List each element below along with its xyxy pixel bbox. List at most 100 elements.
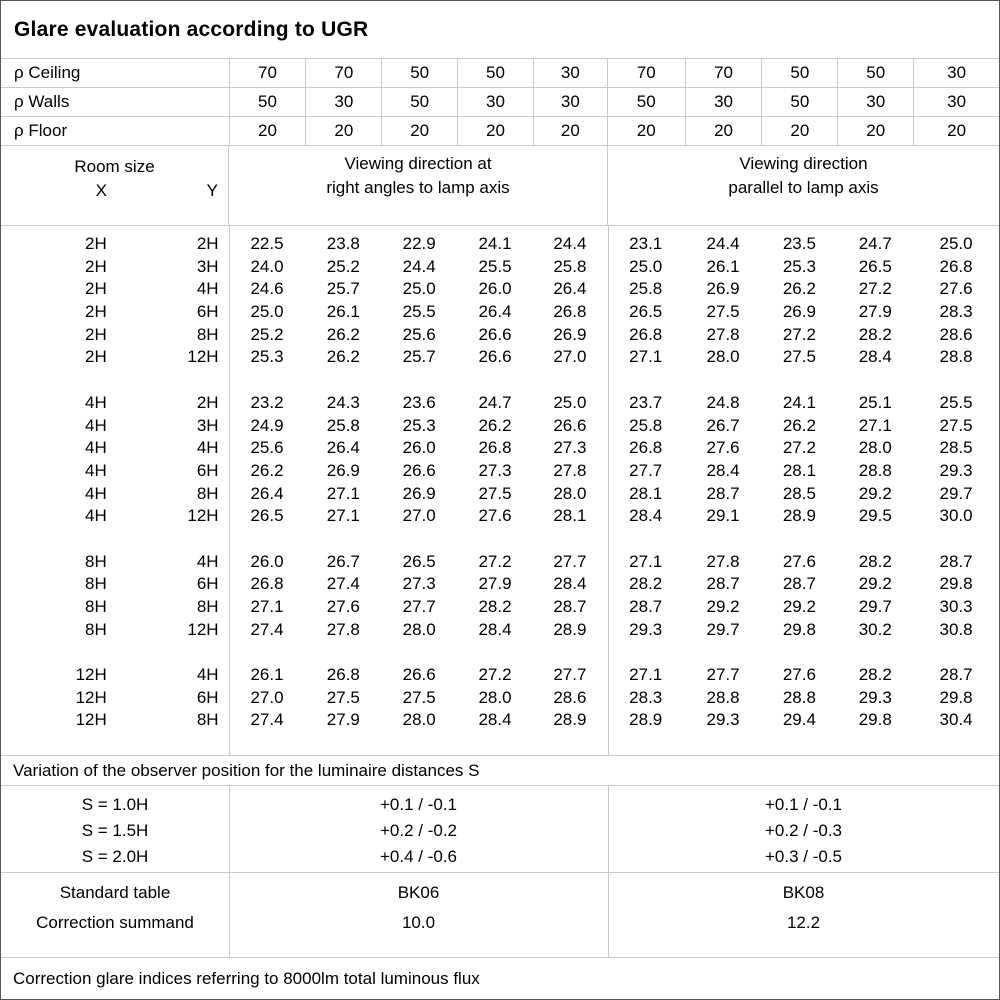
- ugr-value-cell: 26.0: [478, 279, 512, 299]
- reflectance-value: 20: [457, 117, 533, 145]
- ugr-value-cell: 27.8: [706, 551, 740, 571]
- column-divider: [608, 786, 609, 872]
- room-x-value: 8H: [85, 574, 107, 594]
- room-x-value: 4H: [85, 415, 107, 435]
- room-x-value: 8H: [85, 619, 107, 639]
- reflectance-value: 30: [684, 88, 762, 116]
- ugr-value-cell: 28.3: [939, 302, 973, 322]
- standard-table-block: Standard table BK06 BK08 Correction summand…: [1, 873, 999, 958]
- ugr-value-cell: 28.7: [629, 597, 663, 616]
- ugr-value-cell: 29.8: [858, 710, 892, 730]
- ugr-value-cell: 26.8: [629, 438, 663, 458]
- room-y-value: 4H: [196, 551, 219, 571]
- ugr-value-cell: 25.7: [402, 347, 436, 367]
- ugr-row: 4H 2H 23.2 24.3 23.6 24.7 25.0 23.7 24.8 24.1 25.1…: [1, 392, 999, 415]
- ugr-value-cell: 28.8: [858, 460, 892, 480]
- ugr-value-cell: 30.0: [939, 506, 973, 526]
- ugr-value-cell: 23.8: [326, 234, 360, 253]
- ugr-value-cell: 27.1: [326, 483, 360, 503]
- standard-right-value: 12.2: [786, 913, 821, 932]
- ugr-value-cell: 29.7: [858, 597, 892, 616]
- ugr-value-cell: 27.2: [858, 279, 892, 299]
- ugr-value-cell: 26.8: [553, 302, 587, 322]
- ugr-row: 8H 6H 26.8 27.4 27.3 27.9 28.4 28.2 28.7 28.7 29.2…: [1, 573, 999, 596]
- ugr-value-cell: 25.7: [326, 279, 360, 299]
- ugr-value-cell: 23.1: [629, 234, 663, 253]
- ugr-value-cell: 28.4: [553, 574, 587, 594]
- room-x-value: 12H: [75, 710, 107, 730]
- ugr-value-cell: 23.6: [402, 392, 436, 412]
- room-x-value: 4H: [85, 460, 107, 480]
- ugr-value-cell: 29.3: [706, 710, 740, 730]
- ugr-value-cell: 24.6: [250, 279, 284, 299]
- reflectance-label: ρ Floor: [14, 121, 68, 140]
- y-axis-label: Y: [206, 181, 218, 200]
- ugr-value-cell: 29.8: [939, 574, 973, 594]
- ugr-value-cell: 24.4: [706, 234, 740, 253]
- column-divider: [608, 226, 609, 755]
- ugr-value-cell: 27.5: [939, 415, 973, 435]
- room-x-value: 2H: [85, 302, 107, 322]
- ugr-value-cell: 26.0: [402, 438, 436, 458]
- ugr-value-cell: 25.0: [629, 256, 663, 276]
- room-y-value: 2H: [196, 392, 219, 412]
- ugr-value-cell: 24.7: [858, 234, 892, 253]
- standard-right-value: BK08: [782, 883, 825, 902]
- ugr-value-cell: 28.1: [553, 506, 587, 526]
- ugr-value-cell: 29.5: [858, 506, 892, 526]
- ugr-value-cell: 28.7: [706, 574, 740, 594]
- ugr-value-cell: 27.5: [706, 302, 740, 322]
- room-y-value: 2H: [196, 234, 219, 253]
- ugr-value-cell: 26.7: [706, 415, 740, 435]
- room-size-xy-labels: X Y: [1, 181, 228, 201]
- ugr-value-cell: 30.4: [939, 710, 973, 730]
- standard-row-label: Correction summand: [36, 913, 194, 932]
- ugr-value-cell: 27.6: [782, 665, 816, 685]
- reflectance-value: 30: [913, 59, 999, 87]
- ugr-value-cell: 29.2: [782, 597, 816, 616]
- room-y-value: 3H: [196, 256, 219, 276]
- ugr-value-cell: 28.2: [629, 574, 663, 594]
- ugr-value-cell: 27.5: [326, 687, 360, 707]
- ugr-value-cell: 28.0: [402, 710, 436, 730]
- ugr-value-cell: 23.7: [629, 392, 663, 412]
- reflectance-value: 20: [305, 117, 381, 145]
- room-x-value: 4H: [85, 506, 107, 526]
- reflectance-value: 20: [381, 117, 457, 145]
- ugr-value-cell: 24.9: [250, 415, 284, 435]
- ugr-value-cell: 27.8: [706, 324, 740, 344]
- ugr-value-cell: 30.8: [939, 619, 973, 639]
- ugr-row: 12H 4H 26.1 26.8 26.6 27.2 27.7 27.1 27.7 27.6 28.…: [1, 664, 999, 687]
- room-y-value: 8H: [196, 710, 219, 730]
- ugr-value-cell: 26.1: [706, 256, 740, 276]
- room-x-value: 2H: [85, 347, 107, 367]
- ugr-value-cell: 28.5: [782, 483, 816, 503]
- ugr-value-cell: 27.6: [478, 506, 512, 526]
- ugr-value-cell: 26.9: [402, 483, 436, 503]
- ugr-value-cell: 25.6: [250, 438, 284, 458]
- ugr-value-cell: 27.7: [553, 551, 587, 571]
- reflectance-value: 50: [228, 88, 306, 116]
- ugr-value-cell: 25.0: [402, 279, 436, 299]
- ugr-value-cell: 29.3: [858, 687, 892, 707]
- block-spacer: [1, 641, 999, 664]
- room-x-value: 2H: [85, 234, 107, 253]
- ugr-row: 12H 8H 27.4 27.9 28.0 28.4 28.9 28.9 29.3 29.4 29.…: [1, 709, 999, 732]
- ugr-value-cell: 26.7: [326, 551, 360, 571]
- variation-left-value: +0.4 / -0.6: [379, 847, 458, 866]
- ugr-value-cell: 29.8: [939, 687, 973, 707]
- ugr-value-cell: 27.7: [402, 597, 436, 616]
- ugr-value-cell: 26.2: [326, 324, 360, 344]
- ugr-value-cell: 29.7: [939, 483, 973, 503]
- ugr-value-cell: 27.9: [858, 302, 892, 322]
- ugr-value-cell: 29.2: [858, 483, 892, 503]
- ugr-value-cell: 27.1: [250, 597, 284, 616]
- ugr-value-cell: 29.2: [706, 597, 740, 616]
- ugr-value-cell: 28.2: [858, 324, 892, 344]
- observer-variation-table: S = 1.0H +0.1 / -0.1 +0.1 / -0.1 S = 1.5H +0…: [1, 786, 999, 873]
- ugr-value-cell: 25.0: [250, 302, 284, 322]
- reflectance-label: ρ Walls: [14, 92, 70, 111]
- reflectance-value: 20: [837, 117, 913, 145]
- standard-left-value: 10.0: [401, 913, 436, 932]
- ugr-value-cell: 29.8: [782, 619, 816, 639]
